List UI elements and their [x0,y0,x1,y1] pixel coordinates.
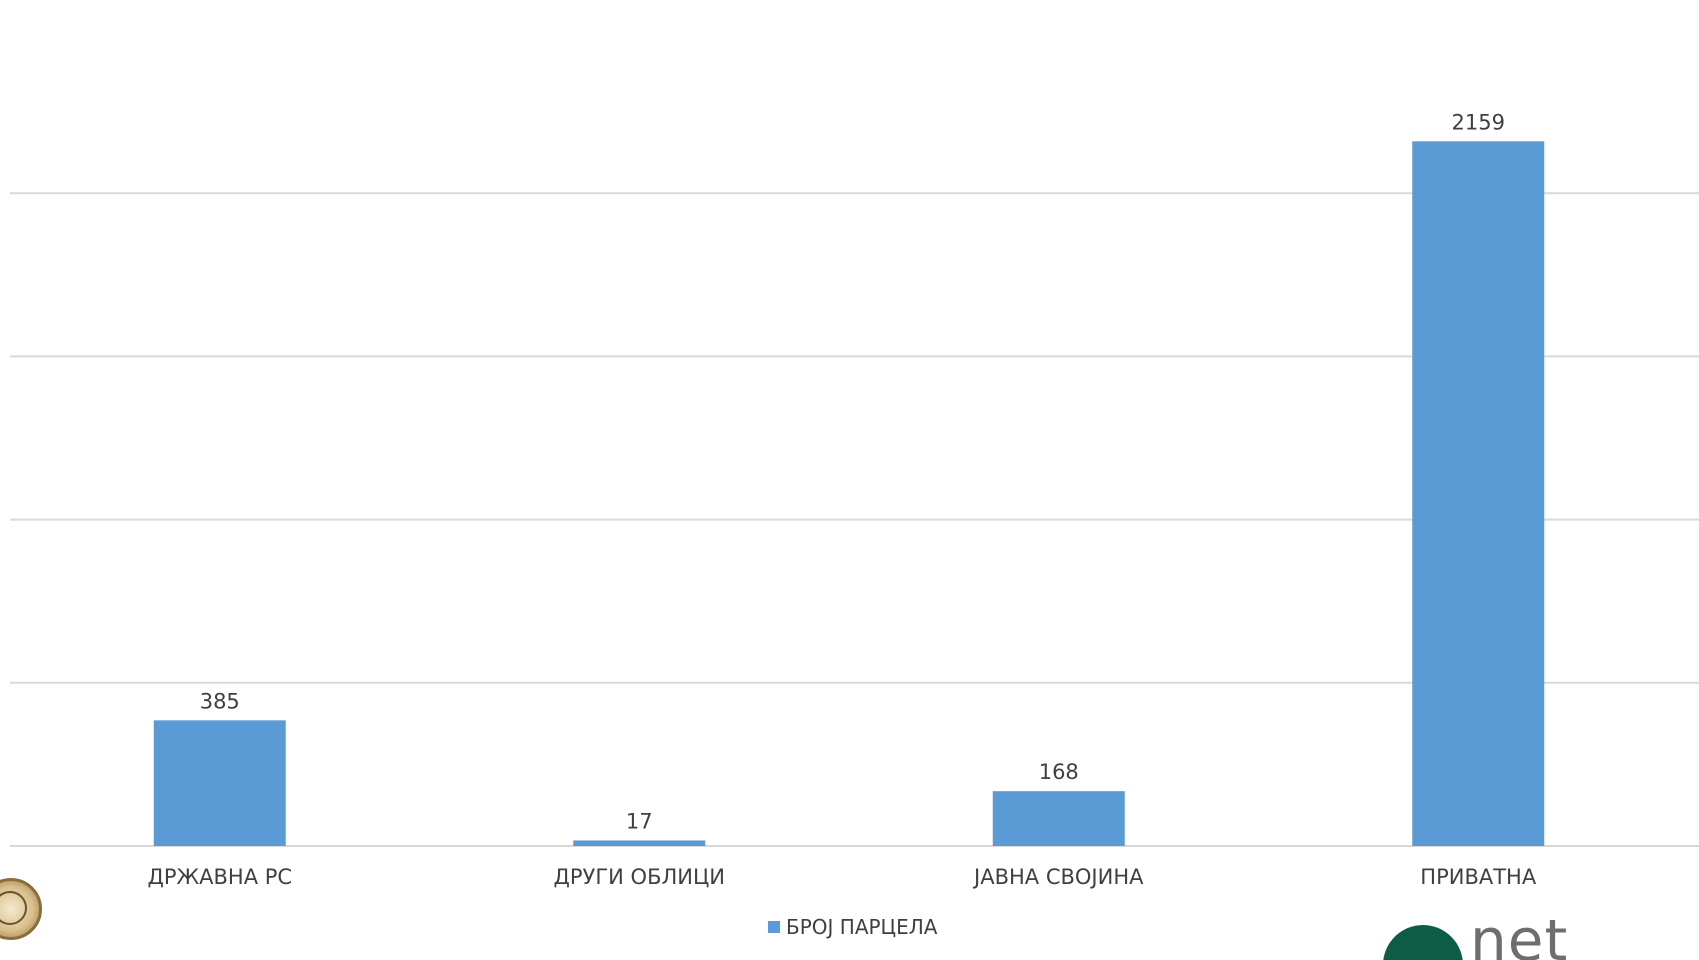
seal-inner-ring [0,891,27,925]
legend: БРОЈ ПАРЦЕЛА [768,915,937,939]
bar [992,791,1125,846]
data-label: 2159 [1452,110,1505,134]
company-logo-icon: net [1375,920,1699,960]
bar [1412,141,1545,847]
logo-text: net [1470,920,1569,960]
x-axis-tick-labels: ДРЖАВНА РС ДРУГИ ОБЛИЦИ ЈАВНА СВОЈИНА ПРИВА… [147,865,1536,889]
legend-swatch [768,921,780,933]
x-tick-label: ДРУГИ ОБЛИЦИ [553,865,725,889]
bars [153,141,1545,847]
legend-label: БРОЈ ПАРЦЕЛА [786,915,938,939]
data-label: 168 [1039,760,1079,784]
data-label: 17 [626,809,653,833]
bar [573,840,706,846]
x-tick-label: ПРИВАТНА [1420,865,1537,889]
bar [153,720,286,846]
logo-mark [1383,925,1463,960]
data-labels: 385 17 168 2159 [200,110,1505,833]
x-tick-label: ДРЖАВНА РС [147,865,292,889]
x-tick-label: ЈАВНА СВОЈИНА [972,865,1144,889]
data-label: 385 [200,689,240,713]
